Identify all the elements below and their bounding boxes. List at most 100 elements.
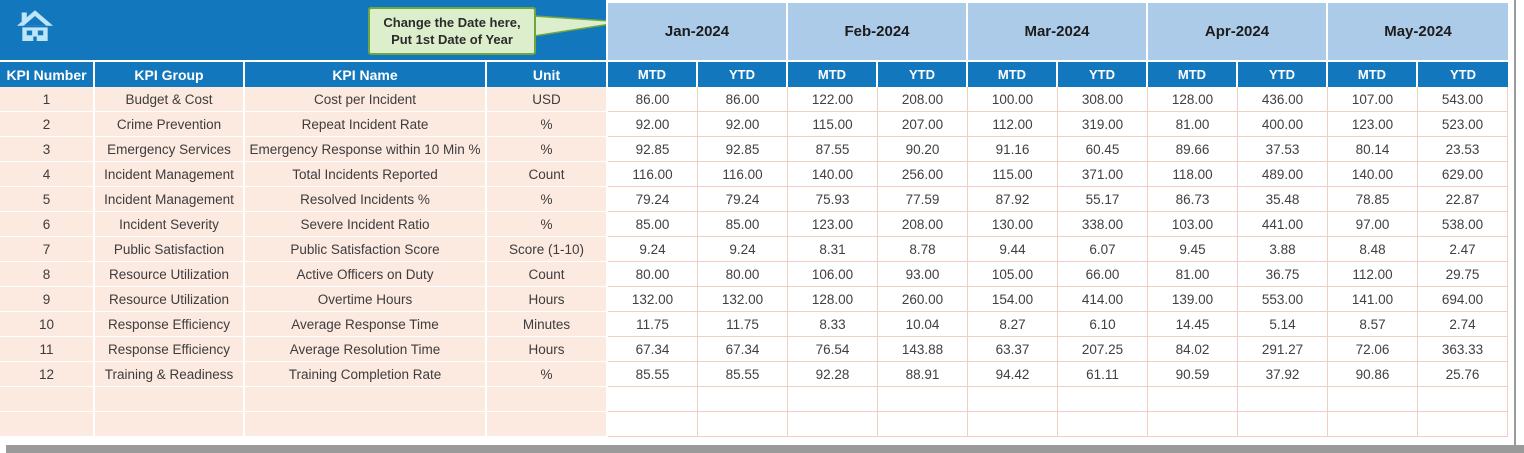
cell-value-mar-mtd[interactable]: 154.00 [968, 287, 1058, 312]
cell-value-apr-ytd[interactable]: 3.88 [1238, 237, 1328, 262]
month-header-may[interactable]: May-2024 [1328, 0, 1508, 60]
cell-value-may-mtd[interactable]: 140.00 [1328, 162, 1418, 187]
cell-value-jan-mtd[interactable]: 79.24 [608, 187, 698, 212]
cell-value-jan-ytd[interactable]: 11.75 [698, 312, 788, 337]
cell-value-apr-ytd[interactable] [1238, 387, 1328, 412]
cell-value-jan-mtd[interactable]: 92.85 [608, 137, 698, 162]
cell-value-feb-mtd[interactable]: 115.00 [788, 112, 878, 137]
cell-kpi-name[interactable] [245, 412, 487, 437]
cell-value-mar-ytd[interactable] [1058, 412, 1148, 437]
cell-value-apr-mtd[interactable] [1148, 412, 1238, 437]
cell-unit[interactable]: USD [487, 87, 608, 112]
cell-value-may-ytd[interactable]: 523.00 [1418, 112, 1508, 137]
cell-value-jan-ytd[interactable]: 116.00 [698, 162, 788, 187]
cell-kpi-name[interactable] [245, 387, 487, 412]
cell-value-may-mtd[interactable] [1328, 387, 1418, 412]
cell-kpi-group[interactable]: Resource Utilization [95, 287, 245, 312]
cell-kpi-group[interactable]: Training & Readiness [95, 362, 245, 387]
cell-value-apr-ytd[interactable]: 36.75 [1238, 262, 1328, 287]
cell-value-feb-mtd[interactable]: 8.33 [788, 312, 878, 337]
cell-value-may-mtd[interactable]: 90.86 [1328, 362, 1418, 387]
cell-value-jan-ytd[interactable]: 80.00 [698, 262, 788, 287]
cell-value-feb-ytd[interactable] [878, 387, 968, 412]
month-header-jan[interactable]: Jan-2024 [608, 0, 788, 60]
cell-unit[interactable]: Count [487, 162, 608, 187]
cell-value-jan-mtd[interactable]: 67.34 [608, 337, 698, 362]
window-bottom-bar[interactable] [6, 445, 1524, 453]
cell-kpi-number[interactable]: 2 [0, 112, 95, 137]
cell-value-apr-ytd[interactable] [1238, 412, 1328, 437]
cell-kpi-group[interactable] [95, 387, 245, 412]
cell-unit[interactable]: % [487, 212, 608, 237]
cell-value-feb-ytd[interactable]: 260.00 [878, 287, 968, 312]
cell-value-may-mtd[interactable]: 8.48 [1328, 237, 1418, 262]
cell-kpi-number[interactable]: 5 [0, 187, 95, 212]
cell-value-may-ytd[interactable]: 2.47 [1418, 237, 1508, 262]
cell-kpi-number[interactable]: 12 [0, 362, 95, 387]
cell-kpi-number[interactable]: 3 [0, 137, 95, 162]
cell-value-jan-mtd[interactable]: 116.00 [608, 162, 698, 187]
cell-value-may-ytd[interactable]: 29.75 [1418, 262, 1508, 287]
cell-kpi-number[interactable]: 4 [0, 162, 95, 187]
cell-value-jan-mtd[interactable]: 86.00 [608, 87, 698, 112]
cell-kpi-name[interactable]: Average Response Time [245, 312, 487, 337]
cell-value-mar-mtd[interactable]: 8.27 [968, 312, 1058, 337]
cell-value-feb-mtd[interactable]: 140.00 [788, 162, 878, 187]
cell-value-mar-ytd[interactable]: 414.00 [1058, 287, 1148, 312]
cell-value-may-mtd[interactable]: 72.06 [1328, 337, 1418, 362]
cell-kpi-number[interactable]: 9 [0, 287, 95, 312]
cell-value-feb-mtd[interactable]: 123.00 [788, 212, 878, 237]
cell-unit[interactable]: % [487, 137, 608, 162]
cell-value-feb-ytd[interactable]: 207.00 [878, 112, 968, 137]
cell-value-mar-ytd[interactable]: 60.45 [1058, 137, 1148, 162]
cell-kpi-group[interactable] [95, 412, 245, 437]
cell-kpi-name[interactable]: Active Officers on Duty [245, 262, 487, 287]
cell-value-apr-ytd[interactable]: 37.53 [1238, 137, 1328, 162]
cell-value-may-mtd[interactable] [1328, 412, 1418, 437]
cell-value-may-ytd[interactable] [1418, 412, 1508, 437]
cell-value-jan-mtd[interactable] [608, 412, 698, 437]
cell-value-jan-ytd[interactable]: 92.00 [698, 112, 788, 137]
cell-value-jan-ytd[interactable]: 132.00 [698, 287, 788, 312]
cell-value-apr-mtd[interactable]: 139.00 [1148, 287, 1238, 312]
cell-value-may-ytd[interactable]: 22.87 [1418, 187, 1508, 212]
cell-value-jan-ytd[interactable]: 85.00 [698, 212, 788, 237]
cell-value-jan-ytd[interactable] [698, 412, 788, 437]
cell-kpi-name[interactable]: Emergency Response within 10 Min % [245, 137, 487, 162]
cell-value-jan-mtd[interactable]: 132.00 [608, 287, 698, 312]
cell-value-apr-ytd[interactable]: 37.92 [1238, 362, 1328, 387]
cell-value-jan-ytd[interactable]: 86.00 [698, 87, 788, 112]
cell-value-jan-mtd[interactable] [608, 387, 698, 412]
cell-value-mar-ytd[interactable]: 55.17 [1058, 187, 1148, 212]
cell-kpi-number[interactable] [0, 412, 95, 437]
cell-value-feb-ytd[interactable]: 77.59 [878, 187, 968, 212]
cell-value-feb-mtd[interactable] [788, 412, 878, 437]
cell-kpi-number[interactable] [0, 387, 95, 412]
cell-kpi-group[interactable]: Crime Prevention [95, 112, 245, 137]
cell-value-feb-mtd[interactable]: 87.55 [788, 137, 878, 162]
cell-value-feb-ytd[interactable]: 143.88 [878, 337, 968, 362]
cell-value-feb-mtd[interactable]: 8.31 [788, 237, 878, 262]
cell-value-may-mtd[interactable]: 78.85 [1328, 187, 1418, 212]
cell-value-feb-mtd[interactable]: 128.00 [788, 287, 878, 312]
cell-value-apr-ytd[interactable]: 553.00 [1238, 287, 1328, 312]
cell-value-mar-ytd[interactable]: 207.25 [1058, 337, 1148, 362]
cell-value-apr-ytd[interactable]: 291.27 [1238, 337, 1328, 362]
cell-value-apr-mtd[interactable]: 103.00 [1148, 212, 1238, 237]
cell-kpi-name[interactable]: Average Resolution Time [245, 337, 487, 362]
cell-value-may-mtd[interactable]: 97.00 [1328, 212, 1418, 237]
cell-unit[interactable]: Count [487, 262, 608, 287]
cell-value-mar-mtd[interactable]: 115.00 [968, 162, 1058, 187]
cell-unit[interactable]: % [487, 362, 608, 387]
cell-value-mar-ytd[interactable]: 371.00 [1058, 162, 1148, 187]
cell-value-mar-ytd[interactable]: 61.11 [1058, 362, 1148, 387]
cell-value-may-mtd[interactable]: 107.00 [1328, 87, 1418, 112]
cell-value-mar-mtd[interactable]: 9.44 [968, 237, 1058, 262]
cell-value-feb-ytd[interactable]: 90.20 [878, 137, 968, 162]
cell-unit[interactable]: Hours [487, 287, 608, 312]
cell-unit[interactable]: Score (1-10) [487, 237, 608, 262]
cell-unit[interactable]: Minutes [487, 312, 608, 337]
cell-kpi-group[interactable]: Budget & Cost [95, 87, 245, 112]
cell-kpi-name[interactable]: Repeat Incident Rate [245, 112, 487, 137]
cell-value-feb-ytd[interactable]: 93.00 [878, 262, 968, 287]
